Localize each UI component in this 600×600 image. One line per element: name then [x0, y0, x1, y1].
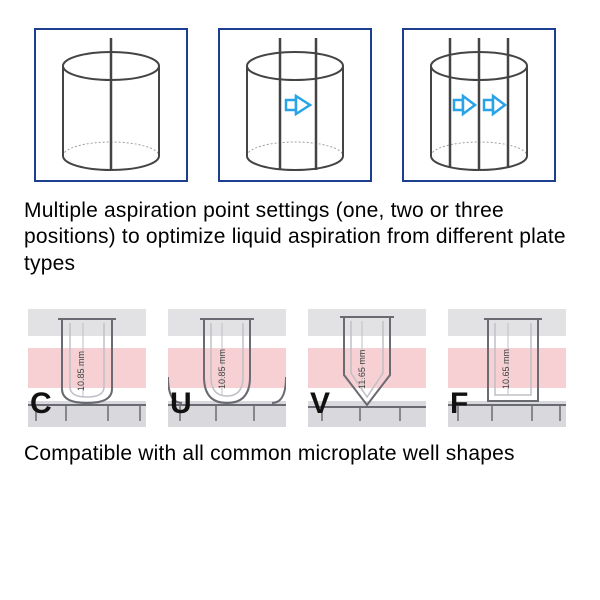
arrow-icon [286, 96, 310, 114]
cylinder-2-probes [220, 30, 370, 180]
well-shapes-row: 10.85 mm C 10.85 mm U [0, 277, 600, 435]
well-f-depth: 10.65 mm [501, 349, 511, 389]
well-u-letter: U [170, 387, 192, 421]
well-c-letter: C [30, 387, 52, 421]
aspiration-diagram-3 [402, 28, 556, 182]
aspiration-diagram-row [0, 0, 600, 192]
well-v-depth: 11.65 mm [357, 349, 367, 388]
well-v: 11.65 mm V [308, 309, 426, 427]
well-u-depth: 10.85 mm [217, 349, 227, 389]
arrow-icon [484, 96, 505, 114]
well-c: 10.85 mm C [28, 309, 146, 427]
well-c-depth: 10.85 mm [76, 351, 86, 391]
well-f-letter: F [450, 387, 468, 421]
wells-caption: Compatible with all common microplate we… [0, 435, 600, 467]
cylinder-1-probe [36, 30, 186, 180]
arrow-icon [454, 96, 475, 114]
well-v-letter: V [310, 387, 330, 421]
aspiration-diagram-2 [218, 28, 372, 182]
aspiration-diagram-1 [34, 28, 188, 182]
aspiration-caption: Multiple aspiration point settings (one,… [0, 192, 600, 277]
well-u: 10.85 mm U [168, 309, 286, 427]
well-f: 10.65 mm F [448, 309, 566, 427]
cylinder-3-probes [404, 30, 554, 180]
